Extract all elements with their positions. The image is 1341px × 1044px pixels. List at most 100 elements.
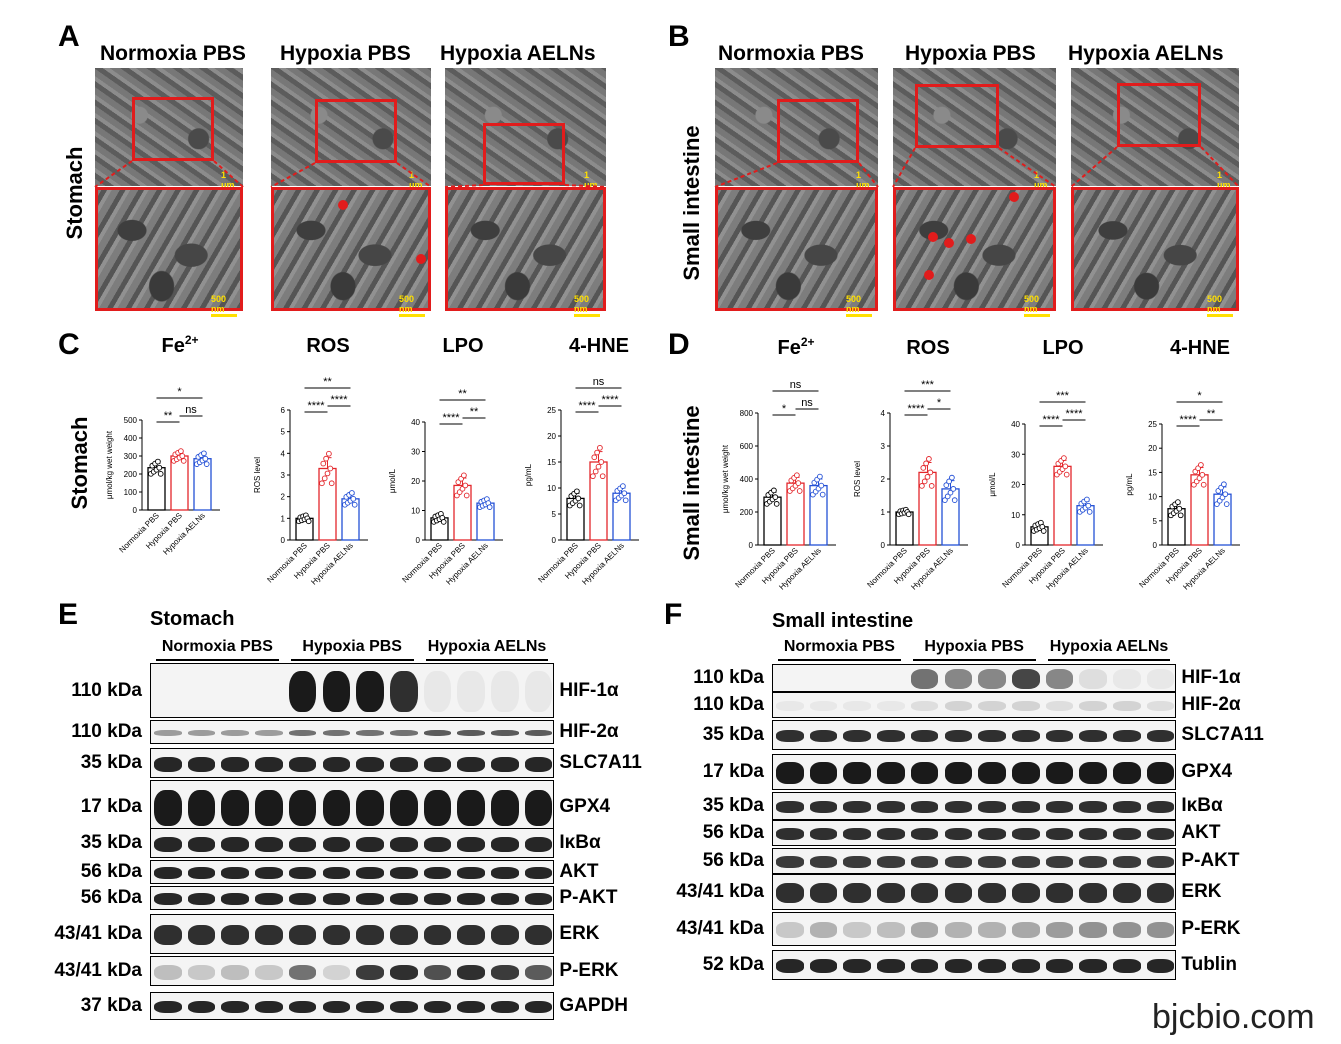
wb-band: [187, 1000, 216, 1014]
wb-band: [776, 959, 804, 973]
significance-label: ****: [1042, 414, 1060, 426]
x-tick-label: Hypoxia AELNs: [909, 546, 955, 592]
wb-band: [843, 801, 872, 813]
y-tick-label: 30: [411, 448, 420, 457]
panel-label-f: F: [664, 598, 683, 631]
wb-band: [255, 925, 283, 945]
data-point: [574, 488, 580, 495]
wb-band: [978, 856, 1006, 868]
wb-group-line: [912, 659, 1036, 661]
wb-band: [491, 867, 519, 879]
wb-band: [187, 790, 216, 826]
y-tick-label: 3: [281, 471, 286, 480]
wb-band: [1113, 669, 1141, 689]
wb-band: [910, 762, 939, 784]
wb-band: [457, 964, 485, 980]
wb-band: [843, 828, 872, 840]
em-image-stomach-normoxia-zoom: [95, 187, 243, 311]
zoom-region-box: [483, 123, 565, 185]
x-tick-label: Normoxia PBS: [265, 541, 308, 584]
wb-protein-name: ERK: [1181, 881, 1222, 902]
data-point: [592, 468, 599, 475]
wb-protein-name: GPX4: [1181, 761, 1233, 782]
em-image-intestine-hypoxia-zoom: [893, 187, 1056, 311]
wb-kda-label: 56 kDa: [702, 850, 764, 871]
wb-band: [1045, 883, 1074, 903]
wb-band: [524, 893, 553, 905]
bar: [318, 467, 337, 541]
wb-band: [1045, 801, 1074, 813]
data-point: [461, 472, 467, 479]
wb-band: [978, 801, 1006, 813]
wb-band: [1113, 883, 1141, 903]
data-point: [1198, 462, 1204, 468]
wb-band: [457, 756, 485, 772]
chart-title: LPO: [1042, 337, 1083, 359]
y-tick-label: 200: [740, 508, 754, 517]
wb-kda-label: 56 kDa: [80, 887, 142, 908]
data-point: [326, 450, 332, 457]
wb-band: [1146, 669, 1175, 689]
wb-band: [1079, 669, 1107, 689]
data-point: [620, 483, 626, 489]
data-point: [946, 478, 952, 485]
wb-band: [1045, 669, 1074, 689]
col-title-hypoxia-a: Hypoxia PBS: [280, 42, 411, 65]
wb-blot-ib: [150, 828, 555, 858]
y-tick-label: 100: [124, 488, 138, 497]
wb-band: [356, 670, 384, 713]
wb-band: [877, 828, 905, 840]
wb-band: [322, 670, 351, 713]
wb-band: [187, 836, 216, 852]
wb-band: [910, 801, 939, 813]
y-tick-label: 4: [881, 409, 886, 418]
wb-band: [809, 828, 838, 840]
wb-band: [187, 730, 216, 736]
data-point: [1086, 509, 1093, 515]
wb-band: [457, 730, 485, 736]
wb-blot-hif1: [772, 664, 1177, 692]
data-point: [621, 490, 628, 497]
wb-blot-gapdh: [150, 992, 555, 1020]
significance-label: **: [323, 376, 332, 388]
wb-protein-name: AKT: [559, 861, 599, 882]
wb-band: [910, 856, 939, 868]
wb-band: [944, 801, 973, 813]
wb-band: [154, 836, 182, 852]
wb-band: [288, 756, 317, 772]
wb-protein-name: SLC7A11: [1181, 724, 1264, 745]
wb-band: [809, 762, 838, 784]
wb-band: [1113, 856, 1141, 868]
wb-band: [910, 922, 939, 938]
wb-band: [978, 730, 1006, 742]
wb-band: [877, 922, 905, 938]
wb-band: [877, 801, 905, 813]
x-tick-label: Normoxia PBS: [1137, 546, 1180, 589]
wb-kda-label: 56 kDa: [702, 822, 764, 843]
wb-band: [978, 922, 1006, 938]
data-point: [599, 473, 606, 480]
data-point: [590, 473, 596, 480]
wb-protein-name: IκBα: [1181, 795, 1223, 816]
wb-kda-label: 35 kDa: [80, 752, 142, 773]
wb-band: [1146, 856, 1175, 868]
zoom-frame: [1071, 187, 1239, 311]
y-tick-label: 40: [1011, 420, 1020, 429]
data-point: [351, 501, 358, 508]
wb-band: [389, 730, 418, 736]
wb-band: [423, 756, 452, 772]
x-tick-label: Normoxia PBS: [536, 541, 579, 584]
wb-protein-name: ERK: [559, 923, 600, 944]
chart-title: ROS: [306, 335, 349, 357]
em-image-stomach-hypoxia-zoom: [271, 187, 431, 311]
wb-band: [1011, 922, 1040, 938]
wb-band: [288, 925, 317, 945]
data-point: [462, 482, 469, 489]
wb-band: [491, 964, 519, 980]
y-tick-label: 0: [133, 506, 138, 515]
wb-band: [221, 756, 250, 772]
wb-band: [1011, 762, 1040, 784]
wb-kda-label: 110 kDa: [71, 679, 142, 701]
wb-band: [944, 828, 973, 840]
scale-bar-bottom: 500 nm: [574, 294, 600, 317]
